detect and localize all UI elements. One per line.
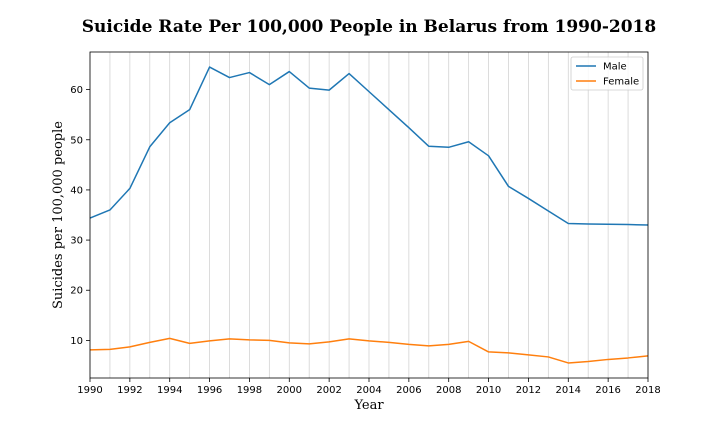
x-tick-label: 2018 [635, 385, 660, 396]
x-axis-label: Year [353, 398, 384, 413]
x-tick-label: 1994 [157, 385, 182, 396]
legend-label-male: Male [603, 62, 627, 73]
y-axis-label: Suicides per 100,000 people [51, 121, 66, 309]
x-tick-label: 2000 [277, 385, 302, 396]
y-tick-label: 10 [70, 336, 83, 347]
x-tick-label: 2014 [556, 385, 581, 396]
y-tick-label: 20 [70, 286, 83, 297]
x-tick-label: 2004 [356, 385, 381, 396]
chart-title: Suicide Rate Per 100,000 People in Belar… [82, 17, 656, 37]
x-tick-label: 2010 [476, 385, 501, 396]
series-line-female [89, 337, 649, 364]
x-tick-label: 2008 [436, 385, 461, 396]
y-tick-label: 50 [70, 135, 83, 146]
y-tick-label: 30 [70, 236, 83, 247]
x-tick-label: 2016 [595, 385, 620, 396]
y-axis-ticks: 10 20 30 40 50 60 [70, 85, 90, 347]
legend: Male Female [570, 56, 644, 91]
x-tick-label: 1990 [77, 385, 102, 396]
x-tick-label: 1996 [197, 385, 222, 396]
x-tick-label: 2012 [516, 385, 541, 396]
x-tick-label: 2006 [396, 385, 421, 396]
x-tick-label: 1998 [237, 385, 262, 396]
y-tick-label: 40 [70, 185, 83, 196]
x-tick-label: 1992 [117, 385, 142, 396]
y-tick-label: 60 [70, 85, 83, 96]
legend-label-female: Female [603, 77, 639, 88]
x-axis-ticks: 1990 1992 1994 1996 1998 2000 2002 2004 2006 2008… [77, 378, 661, 396]
series-lines [89, 66, 649, 364]
series-line-male [89, 66, 649, 226]
x-tick-label: 2002 [316, 385, 341, 396]
grid-lines [89, 52, 649, 378]
